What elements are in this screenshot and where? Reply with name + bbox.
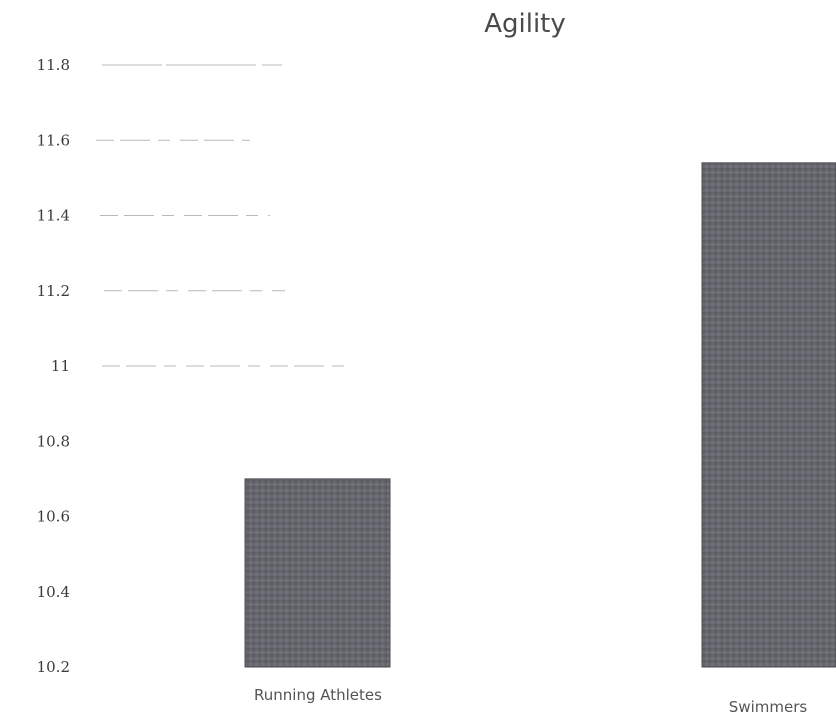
y-tick-label: 10.8	[37, 432, 70, 450]
y-tick-label: 11.2	[37, 282, 70, 300]
y-tick-label: 11	[51, 357, 70, 375]
x-category-label: Swimmers	[729, 698, 808, 716]
grid-layer	[96, 64, 350, 367]
y-tick-label: 11.6	[37, 131, 70, 149]
y-tick-label: 10.2	[37, 658, 70, 676]
y-tick-label: 10.4	[37, 583, 70, 601]
y-axis-ticks: 10.2 10.4 10.6 10.8 11 11.2 11.4 11.6 11.8	[37, 56, 70, 676]
y-tick-label: 11.4	[37, 207, 70, 225]
x-category-label: Running Athletes	[254, 686, 382, 704]
bar-swimmers	[701, 162, 836, 668]
y-tick-label: 11.8	[37, 56, 70, 74]
y-tick-label: 10.6	[37, 508, 70, 526]
chart-title: Agility	[484, 9, 566, 39]
bars-layer	[244, 162, 836, 668]
x-axis-labels: Running Athletes Swimmers	[254, 686, 807, 716]
bar-running-athletes	[244, 478, 391, 668]
